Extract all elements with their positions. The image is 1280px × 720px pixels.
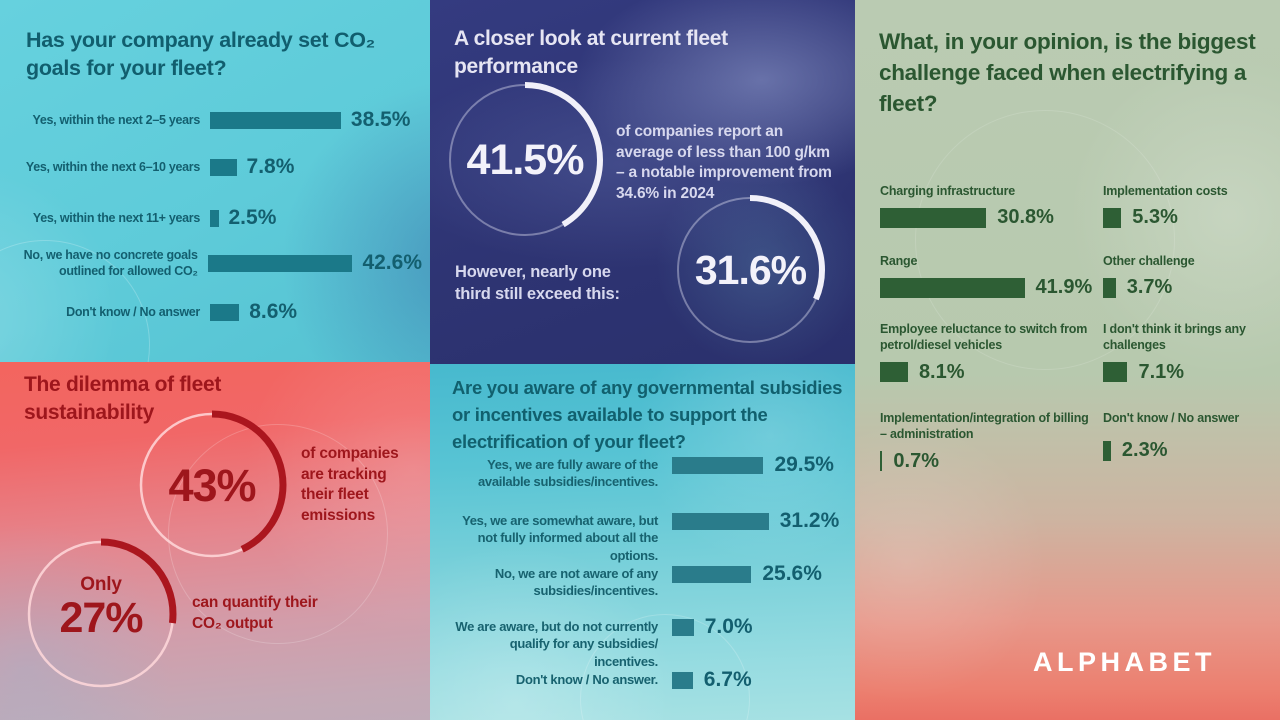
challenge-item: Employee reluctance to switch from petro… — [880, 321, 1096, 384]
donut-chart-43 — [137, 410, 287, 560]
bar — [672, 513, 769, 530]
challenge-item: Range 41.9% — [880, 253, 1096, 299]
bar-row: We are aware, but do not currently quali… — [444, 615, 848, 670]
bar-label: Don't know / No answer — [1103, 411, 1240, 425]
bar-value: 2.5% — [228, 206, 277, 229]
bar-label: We are aware, but do not currently quali… — [455, 619, 658, 669]
bar — [1103, 207, 1122, 228]
bar-label: Yes, we are somewhat aware, but not full… — [462, 513, 658, 563]
challenge-item: Charging infrastructure 30.8% — [880, 183, 1096, 229]
dilemma-title: The dilemma of fleet sustainability — [24, 373, 222, 424]
donut-caption: can quantify their CO₂ output — [192, 594, 318, 632]
bar-row: Yes, within the next 2–5 years 38.5% — [8, 102, 422, 138]
bar-label: Yes, within the next 11+ years — [32, 210, 200, 225]
subsidies-title: Are you aware of any governmental subsid… — [452, 377, 843, 452]
bar-value: 38.5% — [350, 108, 411, 131]
challenge-item: I don't think it brings any challenges 7… — [1103, 321, 1279, 384]
bar-row: Don't know / No answer. 6.7% — [444, 668, 848, 692]
bar-row: Yes, within the next 6–10 years 7.8% — [8, 149, 422, 185]
bar-value: 7.8% — [246, 155, 295, 178]
panel-biggest-challenge: What, in your opinion, is the biggest ch… — [855, 0, 1280, 720]
bar-row: Yes, we are somewhat aware, but not full… — [444, 509, 848, 564]
bar — [1103, 277, 1116, 298]
challenge-item: Other challenge 3.7% — [1103, 253, 1275, 299]
alphabet-logo: ALPHABET — [1033, 647, 1216, 677]
bar — [672, 619, 694, 636]
donut-caption: of companies are tracking their fleet em… — [301, 445, 399, 524]
bar-value: 31.2% — [779, 509, 840, 532]
bar — [880, 451, 883, 471]
donut-chart-27 — [25, 538, 177, 690]
bar-value: 8.1% — [918, 360, 965, 383]
bar-value: 7.1% — [1138, 360, 1185, 383]
bar-label: No, we are not aware of any subsidies/in… — [494, 566, 658, 599]
bar-value: 0.7% — [893, 449, 939, 472]
challenge-item: Don't know / No answer 2.3% — [1103, 410, 1279, 462]
bar-row: Don't know / No answer 8.6% — [8, 294, 422, 330]
bar-value: 6.7% — [703, 668, 752, 691]
bar-label: I don't think it brings any challenges — [1103, 322, 1246, 353]
bar-row: Yes, within the next 11+ years 2.5% — [8, 200, 422, 236]
bar — [210, 111, 341, 129]
bar-label: Employee reluctance to switch from petro… — [880, 322, 1088, 353]
donut-value: 27% — [59, 594, 143, 642]
bar-row: Yes, we are fully aware of the available… — [444, 453, 848, 491]
bar-value: 30.8% — [997, 206, 1054, 229]
bar — [880, 277, 1025, 298]
challenge-item: Implementation costs 5.3% — [1103, 183, 1275, 229]
donut-chart-41-5 — [447, 82, 603, 238]
bar — [880, 207, 987, 228]
donut-prefix: Only — [80, 574, 122, 595]
bar-label: No, we have no concrete goals outlined f… — [23, 247, 198, 279]
donut-value: 41.5% — [466, 136, 585, 184]
bar-value: 3.7% — [1126, 276, 1173, 299]
donut-caption: of companies report an average of less t… — [616, 123, 832, 202]
bar-label: Don't know / No answer. — [515, 672, 658, 687]
co2-goals-title: Has your company already set CO₂ goals f… — [26, 28, 375, 81]
bar — [210, 303, 240, 321]
lead-text: However, nearly one third still exceed t… — [455, 263, 620, 303]
panel-fleet-dilemma: The dilemma of fleet sustainability 43% … — [0, 362, 430, 720]
panel-co2-goals: Has your company already set CO₂ goals f… — [0, 0, 430, 362]
bar-value: 7.0% — [704, 615, 753, 638]
bar — [207, 254, 353, 272]
bar — [1103, 362, 1128, 382]
challenge-title: What, in your opinion, is the biggest ch… — [879, 29, 1256, 117]
bar-value: 2.3% — [1121, 439, 1168, 462]
donut-value: 43% — [168, 460, 256, 511]
bar — [672, 457, 764, 474]
bar-value: 41.9% — [1035, 276, 1093, 299]
bar-label: Implementation/integration of billing – … — [880, 411, 1089, 442]
bar-label: Other challenge — [1103, 254, 1195, 268]
bar — [1103, 440, 1111, 461]
bar-label: Yes, within the next 2–5 years — [32, 112, 201, 127]
bar-value: 29.5% — [774, 453, 834, 476]
bar — [880, 362, 908, 382]
panel-subsidies-awareness: Are you aware of any governmental subsid… — [430, 364, 855, 720]
bar-value: 42.6% — [362, 251, 422, 274]
challenge-item: Implementation/integration of billing – … — [880, 410, 1096, 473]
fleet-performance-title: A closer look at current fleet performan… — [454, 27, 728, 78]
bar-label: Yes, we are fully aware of the available… — [477, 457, 658, 490]
bar-row: No, we have no concrete goals outlined f… — [8, 245, 422, 281]
bar-row: No, we are not aware of any subsidies/in… — [444, 562, 848, 600]
bar-label: Range — [880, 254, 918, 268]
bar — [672, 566, 752, 583]
bar-value: 5.3% — [1132, 206, 1178, 229]
donut-chart-31-6 — [675, 195, 825, 345]
bar-label: Don't know / No answer — [66, 304, 200, 319]
bar — [672, 672, 693, 689]
donut-value: 31.6% — [694, 247, 807, 293]
bar-value: 8.6% — [249, 300, 298, 323]
panel-fleet-performance: A closer look at current fleet performan… — [430, 0, 855, 364]
bar-label: Yes, within the next 6–10 years — [25, 159, 200, 174]
bar-label: Implementation costs — [1103, 184, 1228, 198]
bar — [210, 209, 219, 227]
bar — [210, 158, 237, 176]
bar-value: 25.6% — [762, 562, 822, 585]
bar-label: Charging infrastructure — [880, 184, 1015, 198]
